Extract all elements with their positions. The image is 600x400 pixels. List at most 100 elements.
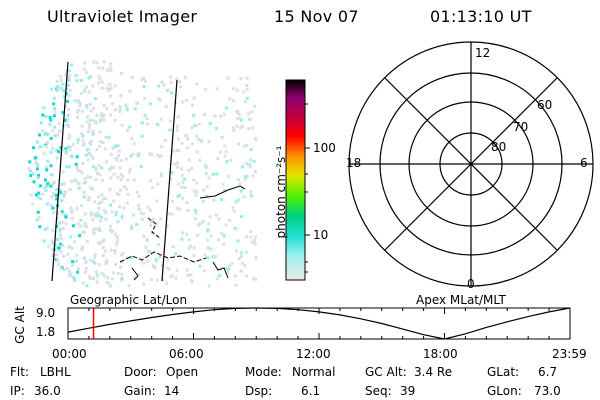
emission-dot — [220, 198, 224, 201]
emission-dot — [101, 115, 105, 118]
emission-dot — [50, 173, 53, 177]
emission-dot — [79, 92, 83, 96]
emission-dot — [100, 193, 104, 197]
emission-dot — [44, 165, 48, 169]
emission-dot — [74, 74, 78, 78]
emission-dot — [94, 167, 98, 171]
info-label-glon: GLon: — [487, 384, 522, 398]
emission-dot — [69, 154, 73, 158]
emission-dot — [238, 182, 242, 186]
emission-dot — [160, 264, 164, 268]
emission-dot — [248, 164, 252, 168]
strip-left-title: Geographic Lat/Lon — [70, 293, 188, 307]
emission-dot — [35, 167, 39, 171]
emission-dot — [126, 192, 130, 196]
emission-dot — [77, 182, 81, 186]
emission-dot — [111, 146, 115, 150]
emission-dot — [131, 152, 135, 156]
emission-dot — [245, 144, 249, 147]
emission-dot — [57, 193, 61, 197]
emission-dot — [234, 283, 238, 287]
coastline — [199, 185, 246, 199]
emission-dot — [50, 239, 54, 243]
info-value-dsp: 6.1 — [301, 384, 321, 398]
emission-dot — [64, 118, 68, 122]
emission-dot — [76, 108, 80, 112]
emission-dot — [100, 272, 104, 276]
emission-dot — [97, 214, 101, 218]
emission-dot — [87, 152, 91, 155]
emission-dot — [38, 145, 42, 149]
emission-dot — [185, 201, 189, 205]
emission-dot — [61, 82, 65, 86]
emission-dot — [203, 253, 207, 257]
emission-dot — [169, 80, 173, 84]
emission-dot — [87, 126, 91, 130]
emission-dot — [41, 129, 45, 133]
emission-dot — [52, 114, 56, 118]
emission-dot — [50, 195, 54, 199]
coastline — [119, 251, 207, 263]
emission-dot — [59, 190, 63, 194]
emission-dot — [186, 146, 190, 150]
emission-dot — [64, 215, 68, 219]
emission-dot — [55, 148, 59, 152]
emission-dot — [185, 134, 188, 138]
emission-dot — [195, 181, 199, 185]
emission-dot — [146, 122, 150, 126]
emission-dot — [46, 226, 50, 230]
emission-dot — [159, 117, 163, 121]
emission-dot — [61, 87, 64, 91]
emission-dot — [102, 208, 106, 212]
emission-dot — [162, 83, 166, 87]
emission-dot — [228, 97, 232, 101]
emission-dot — [36, 176, 40, 180]
emission-dot — [149, 223, 153, 227]
emission-dot — [233, 227, 237, 230]
emission-dot — [109, 284, 112, 288]
meridian-line-east — [161, 79, 178, 282]
coastline — [131, 267, 139, 281]
emission-dot — [157, 97, 161, 100]
emission-dot — [76, 140, 80, 144]
emission-dot — [89, 109, 93, 113]
colorbar-tick-100: 100 — [313, 141, 336, 155]
emission-dot — [205, 194, 209, 198]
emission-dot — [137, 272, 141, 276]
emission-dot — [239, 126, 243, 130]
emission-dot — [85, 148, 89, 152]
emission-dot — [45, 184, 48, 188]
emission-dot — [85, 284, 89, 288]
emission-dot — [83, 212, 87, 216]
emission-dot — [155, 153, 159, 157]
emission-dot — [95, 275, 99, 279]
emission-dot — [108, 228, 112, 232]
emission-dot — [108, 167, 112, 171]
time-label: 01:13:10 UT — [430, 7, 532, 26]
emission-dot — [84, 270, 88, 274]
emission-dot — [149, 179, 153, 183]
emission-dot — [100, 86, 104, 90]
emission-dot — [124, 103, 128, 107]
emission-dot — [81, 231, 85, 235]
emission-dot — [119, 188, 122, 192]
strip-xtick: 12:00 — [296, 347, 331, 361]
emission-dot — [81, 134, 85, 138]
emission-dot — [102, 238, 106, 242]
emission-dot — [68, 89, 72, 93]
emission-dot — [247, 112, 250, 116]
emission-dot — [125, 201, 129, 205]
emission-dot — [239, 77, 243, 81]
emission-dot — [120, 278, 123, 282]
emission-dot — [44, 189, 48, 192]
emission-dot — [216, 157, 220, 161]
emission-dot — [120, 253, 124, 257]
emission-dot — [51, 129, 55, 133]
emission-dot — [240, 215, 244, 219]
emission-dot — [123, 185, 127, 189]
emission-dot — [59, 75, 62, 79]
emission-dot — [102, 104, 106, 107]
emission-dot — [206, 229, 210, 233]
